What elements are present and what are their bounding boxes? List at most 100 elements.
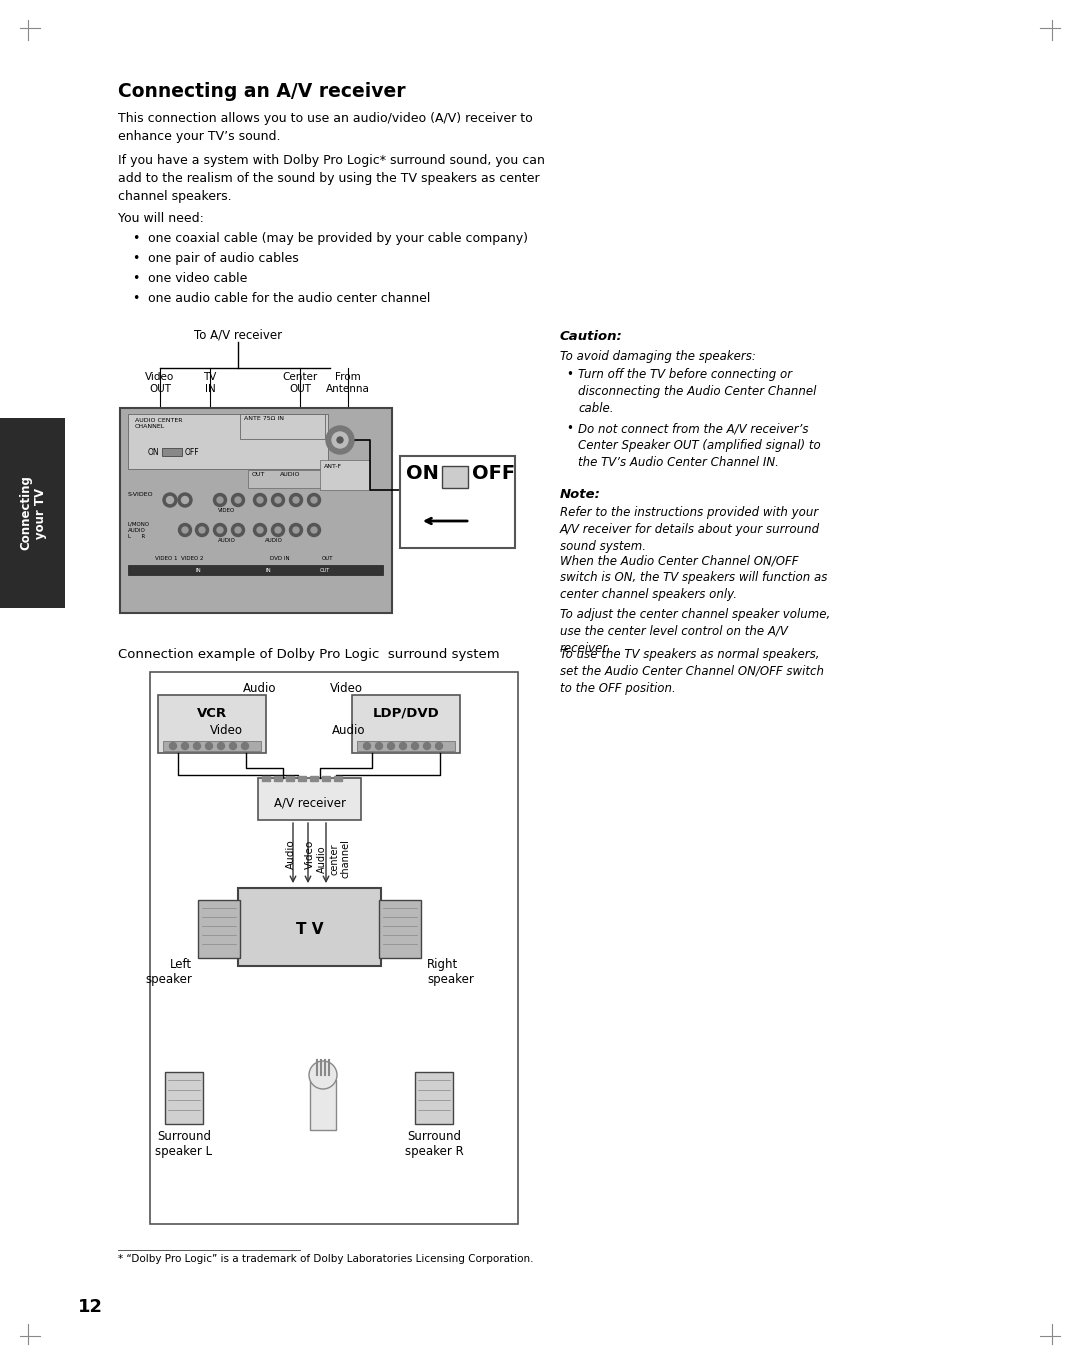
FancyBboxPatch shape [357,741,455,752]
Text: AUDIO: AUDIO [280,472,300,477]
FancyBboxPatch shape [162,447,183,456]
Text: S-VIDEO: S-VIDEO [129,492,153,496]
Text: •: • [566,368,572,381]
Text: To use the TV speakers as normal speakers,
set the Audio Center Channel ON/OFF s: To use the TV speakers as normal speaker… [561,648,824,696]
Text: VIDEO 1  VIDEO 2: VIDEO 1 VIDEO 2 [156,557,203,561]
Circle shape [337,436,343,443]
Circle shape [181,496,189,503]
Text: Turn off the TV before connecting or
disconnecting the Audio Center Channel
cabl: Turn off the TV before connecting or dis… [578,368,816,415]
Circle shape [163,492,177,507]
Circle shape [235,496,241,503]
FancyBboxPatch shape [129,415,328,469]
FancyBboxPatch shape [352,696,460,753]
Text: Audio
center
channel: Audio center channel [318,840,351,878]
Text: Connecting an A/V receiver: Connecting an A/V receiver [118,82,406,101]
Text: VCR: VCR [197,707,227,720]
Circle shape [376,742,382,749]
Text: From
Antenna: From Antenna [326,372,370,394]
Text: DVD IN: DVD IN [270,557,289,561]
Text: AUDIO CENTER
CHANNEL: AUDIO CENTER CHANNEL [135,417,183,428]
Text: This connection allows you to use an audio/video (A/V) receiver to
enhance your : This connection allows you to use an aud… [118,112,532,143]
FancyBboxPatch shape [258,777,361,820]
Text: A/V receiver: A/V receiver [273,797,346,809]
FancyBboxPatch shape [129,565,383,576]
Text: OUT: OUT [322,557,334,561]
Text: TV
IN: TV IN [203,372,217,394]
Text: •: • [132,252,139,265]
Circle shape [293,527,299,533]
Bar [286,776,294,782]
Text: OFF: OFF [185,447,200,457]
Circle shape [271,524,284,536]
Text: Video: Video [305,839,315,869]
Circle shape [178,524,191,536]
Text: Audio: Audio [243,682,276,696]
Circle shape [199,527,205,533]
FancyBboxPatch shape [158,696,266,753]
Text: one coaxial cable (may be provided by your cable company): one coaxial cable (may be provided by yo… [148,232,528,246]
FancyBboxPatch shape [163,741,261,752]
Circle shape [217,496,222,503]
Text: Left
speaker: Left speaker [145,958,192,986]
Bar [274,776,282,782]
Circle shape [170,742,176,749]
Text: When the Audio Center Channel ON/OFF
switch is ON, the TV speakers will function: When the Audio Center Channel ON/OFF swi… [561,554,827,602]
FancyBboxPatch shape [120,408,392,612]
Circle shape [289,524,302,536]
Circle shape [311,496,318,503]
Circle shape [183,527,188,533]
FancyBboxPatch shape [400,456,515,548]
Text: Connection example of Dolby Pro Logic  surround system: Connection example of Dolby Pro Logic su… [118,648,500,662]
Text: Video: Video [330,682,363,696]
Circle shape [257,527,264,533]
Circle shape [423,742,431,749]
Text: Center
OUT: Center OUT [282,372,318,394]
Circle shape [166,496,174,503]
Circle shape [181,742,189,749]
Circle shape [400,742,406,749]
Text: •: • [132,271,139,285]
Circle shape [257,496,264,503]
Text: Video: Video [210,724,243,737]
Text: OUT: OUT [252,472,266,477]
Circle shape [231,524,244,536]
Circle shape [293,496,299,503]
Text: Note:: Note: [561,488,600,501]
Text: OFF: OFF [472,464,515,483]
Circle shape [178,492,192,507]
Bar [298,776,306,782]
Circle shape [271,494,284,506]
Text: Caution:: Caution: [561,330,623,342]
Text: ANT-F: ANT-F [324,464,342,469]
Text: •: • [132,232,139,246]
Text: ON: ON [406,464,438,483]
Text: If you have a system with Dolby Pro Logic* surround sound, you can
add to the re: If you have a system with Dolby Pro Logi… [118,154,545,203]
Text: To A/V receiver: To A/V receiver [194,327,282,341]
Text: IN: IN [265,567,271,573]
Circle shape [195,524,208,536]
Text: Do not connect from the A/V receiver’s
Center Speaker OUT (amplified signal) to
: Do not connect from the A/V receiver’s C… [578,421,821,469]
FancyBboxPatch shape [248,471,323,488]
Text: ON: ON [148,447,160,457]
Text: L/MONO
AUDIO
L      R: L/MONO AUDIO L R [129,522,150,539]
Circle shape [308,494,321,506]
Circle shape [229,742,237,749]
Circle shape [411,742,419,749]
FancyBboxPatch shape [310,1080,336,1129]
Text: To avoid damaging the speakers:: To avoid damaging the speakers: [561,351,756,363]
FancyBboxPatch shape [0,417,65,608]
Circle shape [311,527,318,533]
Circle shape [205,742,213,749]
FancyBboxPatch shape [165,1072,203,1124]
Text: * “Dolby Pro Logic” is a trademark of Dolby Laboratories Licensing Corporation.: * “Dolby Pro Logic” is a trademark of Do… [118,1254,534,1264]
Text: Video
OUT: Video OUT [146,372,175,394]
Text: Surround
speaker L: Surround speaker L [156,1129,213,1158]
FancyBboxPatch shape [415,1072,453,1124]
Bar [262,776,270,782]
Circle shape [214,494,227,506]
Text: To adjust the center channel speaker volume,
use the center level control on the: To adjust the center channel speaker vol… [561,608,831,655]
Bar [310,776,318,782]
Text: You will need:: You will need: [118,211,204,225]
Circle shape [275,527,281,533]
Circle shape [364,742,370,749]
